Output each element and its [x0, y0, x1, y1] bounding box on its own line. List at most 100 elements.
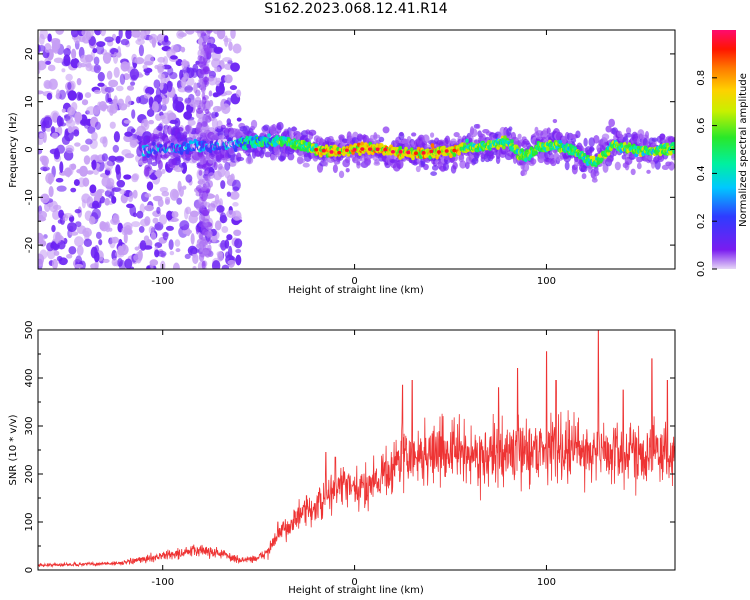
noise-blob [198, 252, 205, 262]
noise-blob [92, 48, 98, 54]
signal-halo [302, 162, 310, 168]
noise-blob [52, 231, 63, 244]
signal-halo [308, 129, 317, 136]
noise-blob [118, 30, 123, 39]
noise-blob [226, 234, 233, 241]
noise-blob [131, 173, 140, 181]
noise-blob [68, 246, 77, 255]
x-tick-label: 0 [351, 577, 357, 588]
y-tick-label: 20 [24, 48, 35, 61]
noise-blob [109, 121, 116, 129]
signal-halo [345, 156, 351, 164]
noise-blob [143, 118, 148, 128]
noise-blob [143, 93, 152, 99]
colorbar-tick-label: 0.0 [696, 261, 707, 277]
noise-blob [234, 238, 243, 249]
noise-blob [202, 249, 210, 255]
x-tick-label: 100 [537, 276, 556, 287]
noise-blob [39, 249, 48, 260]
noise-blob [213, 48, 223, 55]
noise-blob [74, 142, 81, 147]
colorbar-tick-label: 0.4 [696, 165, 707, 181]
snr-ylabel: SNR (10 * v/v) [8, 414, 19, 485]
noise-blob [76, 245, 84, 256]
noise-blob [200, 83, 206, 88]
y-tick-label: 0 [24, 567, 35, 573]
noise-blob [51, 258, 58, 269]
noise-blob [55, 30, 65, 35]
noise-blob [207, 238, 212, 245]
noise-blob [192, 265, 197, 269]
noise-blob [84, 92, 92, 99]
noise-blob [176, 197, 183, 205]
signal-halo [564, 161, 570, 171]
noise-blob [108, 79, 119, 88]
noise-blob [140, 30, 147, 40]
noise-blob [65, 119, 76, 128]
signal-halo [356, 161, 361, 166]
noise-blob [184, 30, 195, 35]
signal-halo [475, 123, 481, 129]
noise-blob [202, 101, 206, 111]
noise-blob [41, 159, 48, 166]
noise-blob [202, 76, 210, 83]
signal-cell [302, 147, 307, 152]
noise-blob [129, 191, 134, 199]
noise-blob [65, 73, 73, 81]
noise-blob [104, 160, 114, 171]
noise-blob [69, 231, 79, 236]
signal-halo [324, 158, 329, 167]
signal-halo [178, 162, 185, 168]
signal-halo [508, 126, 513, 132]
signal-halo [290, 126, 298, 132]
noise-blob [101, 103, 107, 112]
noise-blob [221, 264, 230, 269]
noise-blob [63, 48, 71, 57]
noise-blob [206, 51, 210, 60]
noise-blob [130, 138, 139, 147]
noise-blob [59, 161, 64, 174]
noise-blob [98, 239, 103, 246]
noise-blob [216, 251, 223, 257]
signal-halo [654, 160, 661, 170]
noise-blob [157, 198, 164, 207]
noise-blob [56, 89, 61, 98]
noise-blob [167, 66, 174, 76]
noise-blob [67, 126, 73, 134]
noise-blob [51, 132, 59, 139]
noise-blob [159, 115, 166, 120]
signal-cell [382, 151, 386, 156]
noise-blob [71, 48, 77, 60]
noise-blob [161, 103, 167, 112]
noise-blob [93, 89, 102, 94]
noise-blob [86, 106, 97, 116]
signal-halo [452, 161, 458, 170]
noise-blob [233, 229, 242, 237]
noise-blob [112, 98, 118, 104]
noise-blob [104, 36, 114, 43]
signal-peak [406, 150, 411, 155]
signal-halo [646, 169, 651, 174]
noise-blob [195, 226, 200, 235]
noise-blob [65, 144, 75, 154]
signal-halo [171, 158, 178, 166]
noise-blob [126, 203, 135, 209]
signal-halo [151, 161, 158, 167]
noise-blob [68, 216, 74, 222]
signal-cell [409, 147, 414, 152]
noise-blob [168, 239, 174, 250]
noise-blob [138, 44, 145, 57]
signal-halo [230, 147, 235, 154]
signal-halo [651, 137, 658, 142]
signal-halo [442, 162, 449, 171]
noise-blob [161, 39, 171, 47]
noise-blob [58, 209, 64, 219]
noise-blob [85, 63, 93, 72]
signal-halo [218, 134, 226, 140]
colorbar-label: Normalized spectral amplitude [738, 73, 749, 227]
signal-peak [337, 150, 342, 155]
noise-blob [81, 193, 91, 204]
noise-blob [117, 258, 123, 267]
noise-blob [123, 174, 132, 180]
noise-blob [38, 136, 44, 146]
